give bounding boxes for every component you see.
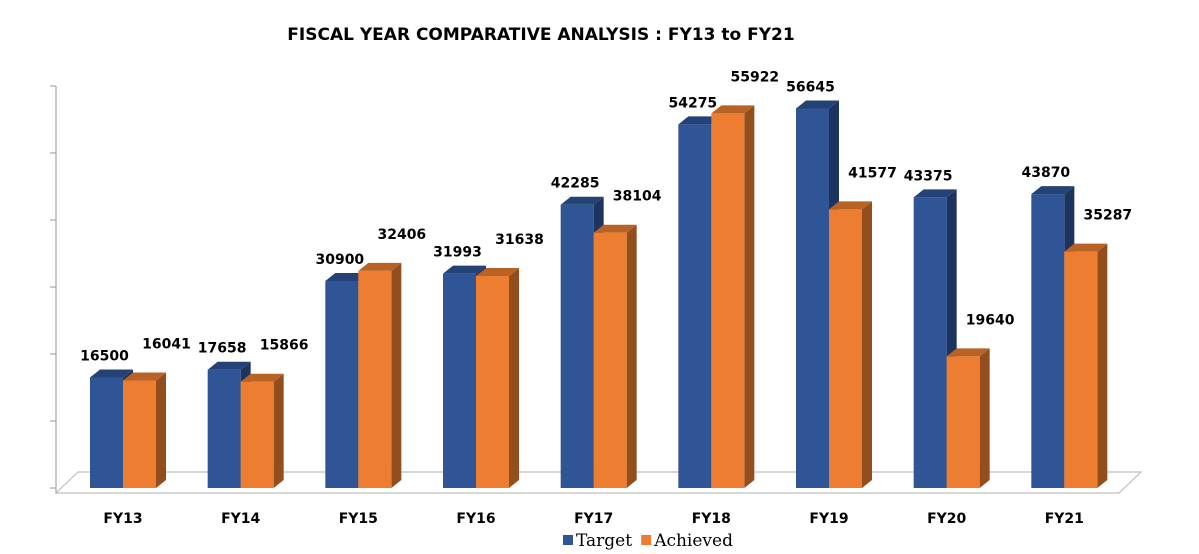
x-tick-label: FY17 [574,511,613,527]
bar-front-face [913,197,947,488]
bar-top-face [829,201,872,210]
x-tick-label: FY16 [456,511,495,527]
bar-front-face [443,273,476,488]
legend-swatch-achieved [641,535,652,545]
bar-front-face [560,204,594,489]
bar-side-face [509,268,519,488]
bar-front-face [796,108,829,488]
bar-front-face [678,124,712,489]
data-label: 16041 [142,337,191,353]
bar-front-face [946,356,980,488]
data-label: 55922 [730,69,779,85]
bar-top-face [946,348,990,357]
bar-achieved-fy17 [593,224,637,489]
bar-side-face [1097,243,1108,488]
bar-side-face [744,105,755,488]
bar-top-face [90,369,133,378]
data-label: 16500 [80,348,129,364]
y-axis [50,85,57,493]
bar-side-face [273,373,284,488]
bar-top-face [1064,243,1108,252]
data-label: 31638 [495,232,544,248]
bar-top-face [711,105,755,114]
bar-top-face [1031,186,1075,195]
bars-group [90,100,1108,489]
bar-side-face [862,201,872,489]
data-label: 42285 [551,176,600,192]
bar-achieved-fy18 [711,105,755,488]
x-tick-label: FY18 [692,511,731,527]
legend-label-achieved: Achieved [653,531,733,551]
data-label: 19640 [966,312,1015,328]
bar-front-face [1031,194,1065,489]
value-labels-group: 16500 16041 17658 15866 30900 32406 31993 31638… [80,69,1132,364]
data-label: 38104 [613,189,662,205]
bar-top-face [240,373,284,382]
data-label: 15866 [260,338,309,354]
bar-top-face [443,265,486,274]
data-label: 41577 [848,165,897,181]
data-label: 43375 [904,168,953,184]
bar-front-face [476,276,509,488]
bar-achieved-fy19 [829,201,872,489]
category-labels-group: FY13 FY14 FY15 FY16 FY17 FY18 FY19 FY20 FY21 [103,511,1084,527]
bar-achieved-fy15 [358,262,402,488]
bar-side-face [626,224,637,489]
bar-top-face [796,100,839,109]
data-label: 56645 [786,79,835,95]
data-label: 32406 [377,227,426,243]
bar-front-face [593,232,627,488]
bar-front-face [358,270,392,488]
x-tick-label: FY13 [103,511,142,527]
legend-swatch-target [563,535,573,545]
bar-front-face [207,369,241,488]
bar-achieved-fy16 [476,268,519,488]
data-label: 17658 [198,341,247,357]
bar-front-face [123,380,156,488]
bar-achieved-fy21 [1064,243,1108,488]
bar-top-face [913,189,957,198]
bar-front-face [711,113,745,488]
bar-top-face [476,268,519,277]
bar-side-face [391,262,402,488]
bar-front-face [829,209,862,489]
bar-front-face [90,377,123,488]
bar-achieved-fy14 [240,373,284,488]
bar-target-fy21 [1031,186,1075,489]
chart-title: FISCAL YEAR COMPARATIVE ANALYSIS : FY13 … [287,25,794,45]
bar-top-face [325,272,369,281]
bar-top-face [678,116,722,125]
bar-front-face [240,381,274,488]
bar-top-face [207,361,251,370]
x-tick-label: FY19 [809,511,848,527]
data-label: 30900 [315,252,364,268]
bar-side-face [156,372,166,488]
x-tick-label: FY20 [927,511,966,527]
bar-top-face [358,262,402,271]
data-label: 31993 [433,245,482,261]
x-tick-label: FY15 [339,511,378,527]
bar-front-face [1064,251,1098,488]
data-label: 43870 [1021,165,1070,181]
legend: Target Achieved [563,531,733,551]
bar-top-face [593,224,637,233]
bar-achieved-fy20 [946,348,990,488]
bar-achieved-fy13 [123,372,166,488]
legend-label-target: Target [576,531,632,551]
bar-front-face [325,280,359,488]
x-tick-label: FY14 [221,511,260,527]
data-label: 54275 [668,95,717,111]
x-tick-label: FY21 [1045,511,1084,527]
data-label: 35287 [1083,208,1132,224]
bar-top-face [123,372,166,381]
bar-side-face [979,348,990,488]
bar-top-face [560,196,604,205]
